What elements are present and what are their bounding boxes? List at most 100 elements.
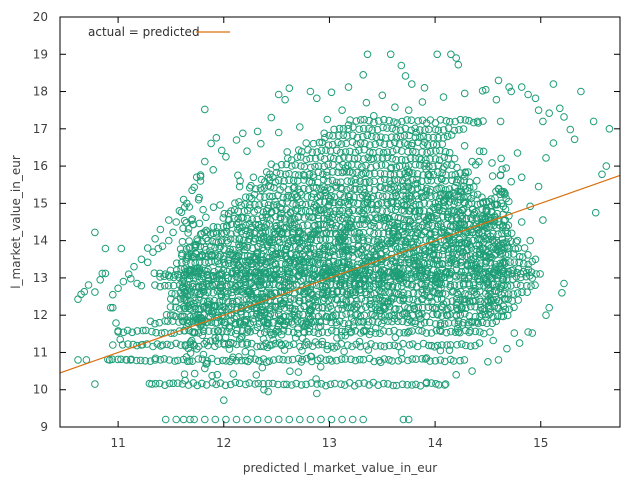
data-point <box>182 283 190 291</box>
legend: actual = predicted <box>88 25 230 39</box>
data-point <box>254 272 263 281</box>
data-point <box>316 282 324 291</box>
data-point <box>216 287 225 296</box>
data-point <box>454 290 462 299</box>
data-point <box>384 282 393 290</box>
data-point <box>235 235 243 243</box>
data-point <box>287 381 296 389</box>
y-tick-label: 18 <box>33 85 48 99</box>
data-point <box>306 415 315 424</box>
data-point <box>460 89 469 98</box>
data-point <box>482 313 490 321</box>
data-point <box>362 342 371 350</box>
data-point <box>182 219 190 227</box>
data-point <box>432 211 441 220</box>
data-point <box>196 177 205 185</box>
data-point <box>461 168 470 176</box>
data-point <box>377 133 385 141</box>
data-point <box>123 326 132 335</box>
data-point <box>295 293 303 302</box>
data-point <box>235 223 244 232</box>
data-point <box>179 415 188 424</box>
data-point <box>431 305 439 313</box>
data-point <box>176 245 185 253</box>
data-point <box>344 257 352 266</box>
data-point <box>269 336 278 344</box>
data-point <box>282 170 290 179</box>
data-point <box>203 267 211 276</box>
data-point <box>364 321 372 329</box>
data-point <box>316 192 325 200</box>
data-point <box>334 304 343 313</box>
data-point <box>456 115 465 124</box>
data-point <box>494 356 503 364</box>
data-point <box>459 295 467 304</box>
data-point <box>275 238 284 247</box>
data-point <box>392 163 401 172</box>
data-point <box>330 225 339 233</box>
data-point <box>504 295 512 304</box>
data-point <box>151 356 159 364</box>
data-point <box>411 133 420 142</box>
data-point <box>378 275 387 283</box>
data-point <box>225 345 234 353</box>
y-tick-label: 10 <box>33 383 48 397</box>
data-point <box>278 283 286 291</box>
data-point <box>397 61 406 70</box>
data-point <box>375 356 384 365</box>
data-point <box>570 135 579 144</box>
data-point <box>198 355 207 364</box>
data-point <box>482 208 490 216</box>
data-point <box>231 378 240 387</box>
data-point <box>422 378 431 387</box>
data-point <box>204 280 213 288</box>
data-point <box>402 279 411 288</box>
data-point <box>227 207 235 215</box>
data-point <box>433 50 442 59</box>
data-point <box>284 211 292 219</box>
data-point <box>308 342 317 351</box>
data-point <box>465 279 473 288</box>
data-point <box>223 281 231 290</box>
data-point <box>348 415 357 424</box>
data-point <box>517 218 526 226</box>
data-point <box>150 269 159 278</box>
data-point <box>193 314 202 323</box>
data-point <box>186 300 195 309</box>
data-point <box>394 213 403 222</box>
data-point <box>220 396 228 405</box>
data-point <box>444 232 453 240</box>
data-point <box>243 271 251 279</box>
data-point <box>161 270 170 279</box>
data-point <box>171 271 179 279</box>
data-point <box>282 224 291 232</box>
data-point <box>133 279 141 288</box>
data-point <box>488 172 497 180</box>
data-point <box>353 215 362 224</box>
data-point <box>277 229 286 238</box>
data-point <box>314 225 323 234</box>
data-point <box>101 244 110 253</box>
data-point <box>344 223 353 232</box>
data-point <box>364 346 373 354</box>
data-point <box>325 355 334 364</box>
data-point <box>355 379 363 388</box>
data-point <box>517 173 526 182</box>
data-point <box>390 263 399 271</box>
data-point <box>432 192 440 201</box>
data-point <box>296 123 304 131</box>
data-point <box>105 356 114 364</box>
data-point <box>190 415 198 424</box>
data-point <box>232 415 241 424</box>
data-point <box>536 270 544 278</box>
data-point <box>341 164 350 172</box>
data-point <box>262 280 271 289</box>
data-point <box>545 109 554 117</box>
data-point <box>354 300 363 309</box>
data-point <box>489 313 497 321</box>
data-point <box>461 239 470 248</box>
data-point <box>454 244 462 253</box>
data-point <box>323 345 332 354</box>
data-point <box>446 117 454 126</box>
data-point <box>247 349 256 357</box>
